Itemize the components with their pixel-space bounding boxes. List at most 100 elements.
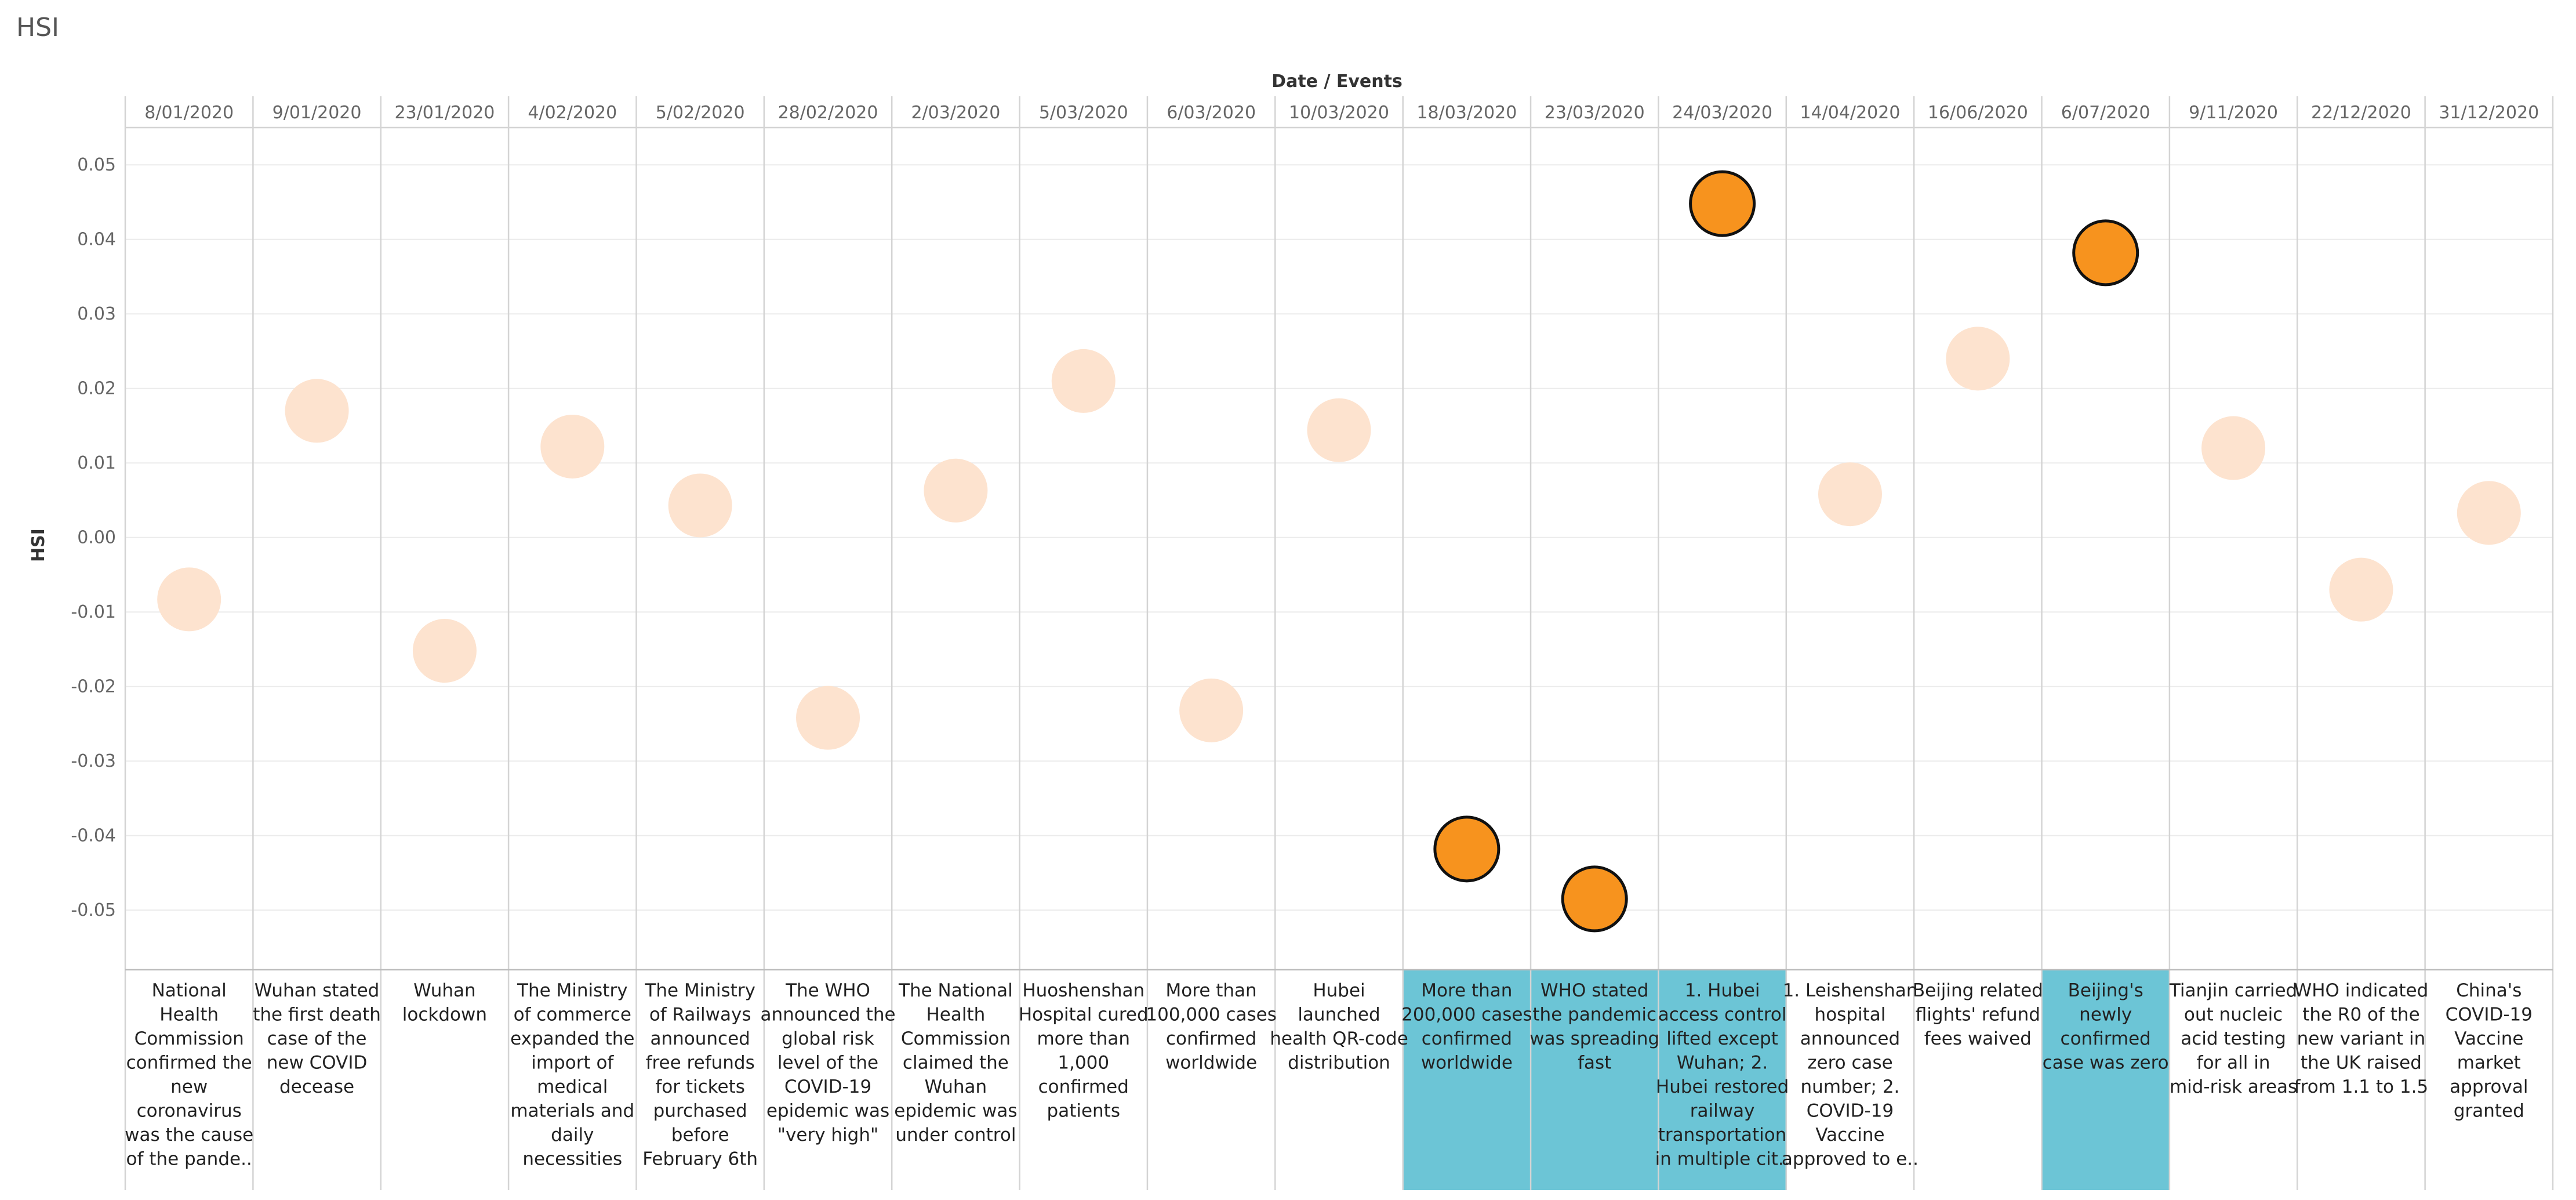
event-label-line: the pandemic (1532, 1005, 1656, 1025)
column-header-date: 24/03/2020 (1672, 103, 1772, 123)
y-tick-label: -0.03 (71, 751, 116, 771)
event-label-line: More than (1421, 980, 1512, 1001)
event-label-line: Tianjin carried (2169, 980, 2297, 1001)
data-point[interactable] (1051, 349, 1116, 413)
event-label-line: announced (1800, 1028, 1900, 1049)
event-label-line: confirmed (1166, 1028, 1256, 1049)
highlighted-data-point[interactable] (2072, 219, 2139, 287)
data-point[interactable] (796, 686, 860, 750)
event-label-line: the R0 of the (2302, 1005, 2419, 1025)
data-point[interactable] (1307, 398, 1371, 462)
event-label-line: decease (279, 1076, 354, 1097)
event-label-line: number; 2. (1801, 1076, 1900, 1097)
event-label-line: zero case (1807, 1053, 1893, 1074)
y-tick-label: -0.04 (71, 826, 116, 846)
event-label-line: transportation (1658, 1125, 1787, 1145)
data-point[interactable] (285, 379, 349, 443)
event-label-line: worldwide (1421, 1053, 1513, 1074)
event-label-line: approved to e.. (1782, 1149, 1919, 1170)
data-point[interactable] (924, 458, 988, 523)
event-label-line: 200,000 cases (1401, 1005, 1532, 1025)
event-label-line: hospital (1815, 1005, 1886, 1025)
event-label-line: lifted except (1666, 1028, 1778, 1049)
event-label-line: "very high" (777, 1125, 878, 1145)
event-label-line: of the pande.. (126, 1149, 252, 1170)
event-label-line: before (671, 1125, 729, 1145)
event-label-line: for tickets (655, 1076, 745, 1097)
sheet-title: HSI (16, 13, 59, 42)
event-label: The WHO announced the global risk level of … (760, 980, 895, 1145)
event-label-line: More than (1166, 980, 1257, 1001)
event-label-line: case of the (267, 1028, 367, 1049)
y-tick-label: -0.05 (71, 900, 116, 920)
highlighted-data-point[interactable] (1561, 865, 1628, 933)
event-label-line: case was zero (2043, 1053, 2169, 1074)
column-header-date: 31/12/2020 (2439, 103, 2539, 123)
event-label: China's COVID-19 Vaccine market approval gran… (2446, 980, 2533, 1122)
event-label-line: granted (2454, 1101, 2524, 1122)
event-label: Huoshenshan Hospital cured more than 1,000 c… (1019, 980, 1149, 1122)
data-point[interactable] (668, 473, 732, 538)
data-point[interactable] (1818, 462, 1882, 527)
column-header-date: 8/01/2020 (144, 103, 234, 123)
y-tick-label: 0.05 (77, 155, 116, 175)
y-tick-label: 0.00 (77, 528, 116, 548)
column-header-date: 23/01/2020 (394, 103, 495, 123)
highlighted-data-point[interactable] (1433, 815, 1500, 883)
data-point[interactable] (2201, 416, 2266, 480)
event-label-line: purchased (653, 1101, 747, 1122)
data-point[interactable] (540, 414, 605, 478)
column-header-date: 5/02/2020 (656, 103, 745, 123)
data-points (157, 170, 2521, 933)
event-label-line: mid-risk areas (2170, 1076, 2297, 1097)
event-label-line: Vaccine (1815, 1125, 1884, 1145)
event-label-line: fees waived (1924, 1028, 2032, 1049)
event-label-line: materials and (510, 1101, 634, 1122)
event-label-line: Hospital cured (1019, 1005, 1149, 1025)
event-label-line: Wuhan stated (255, 980, 380, 1001)
event-label: More than 200,000 cases confirmed worldwide (1401, 980, 1532, 1074)
event-label-line: Vaccine (2454, 1028, 2523, 1049)
event-label-line: announced (650, 1028, 750, 1049)
y-tick-label: 0.04 (77, 230, 116, 250)
event-label-line: flights' refund (1916, 1005, 2040, 1025)
event-label-line: COVID-19 (784, 1076, 871, 1097)
event-label: WHO indicated the R0 of the new variant in… (2294, 980, 2429, 1097)
event-label-line: free refunds (646, 1053, 755, 1074)
column-header-date: 4/02/2020 (528, 103, 617, 123)
data-point[interactable] (2457, 481, 2521, 545)
event-label-line: global risk (782, 1028, 874, 1049)
event-label-line: worldwide (1165, 1053, 1257, 1074)
highlighted-data-point[interactable] (1689, 170, 1756, 237)
event-label-line: expanded the (510, 1028, 634, 1049)
event-label: National Health Commission confirmed the new… (125, 980, 253, 1170)
y-tick-label: 0.03 (77, 304, 116, 324)
data-point[interactable] (1946, 327, 2010, 391)
event-label-line: Beijing's (2068, 980, 2143, 1001)
event-label-line: daily (551, 1125, 594, 1145)
event-label-line: for all in (2197, 1053, 2270, 1074)
event-label-line: newly (2079, 1005, 2132, 1025)
data-point[interactable] (412, 619, 477, 683)
event-label-line: was the cause (125, 1125, 253, 1145)
y-tick-label: 0.02 (77, 379, 116, 399)
column-header-date: 6/07/2020 (2061, 103, 2150, 123)
event-label-line: Commission (135, 1028, 244, 1049)
event-label: WHO stated the pandemic was spreading fast (1529, 980, 1659, 1074)
event-label-line: Health (926, 1005, 985, 1025)
event-label-line: lockdown (402, 1005, 487, 1025)
data-point[interactable] (2329, 557, 2393, 622)
column-header-date: 5/03/2020 (1039, 103, 1128, 123)
event-label: More than 100,000 cases confirmed worldwide (1146, 980, 1276, 1074)
event-label-line: medical (537, 1076, 608, 1097)
event-label-line: The Ministry (644, 980, 755, 1001)
event-label-line: approval (2450, 1076, 2528, 1097)
event-label-line: acid testing (2181, 1028, 2286, 1049)
data-point[interactable] (157, 567, 221, 632)
event-label: Beijing related flights' refund fees waive… (1913, 980, 2043, 1049)
data-point[interactable] (1179, 678, 1244, 742)
event-label: Beijing's newly confirmed case was zero (2043, 980, 2169, 1074)
event-label-line: Hubei (1313, 980, 1365, 1001)
event-label-line: was spreading (1529, 1028, 1659, 1049)
